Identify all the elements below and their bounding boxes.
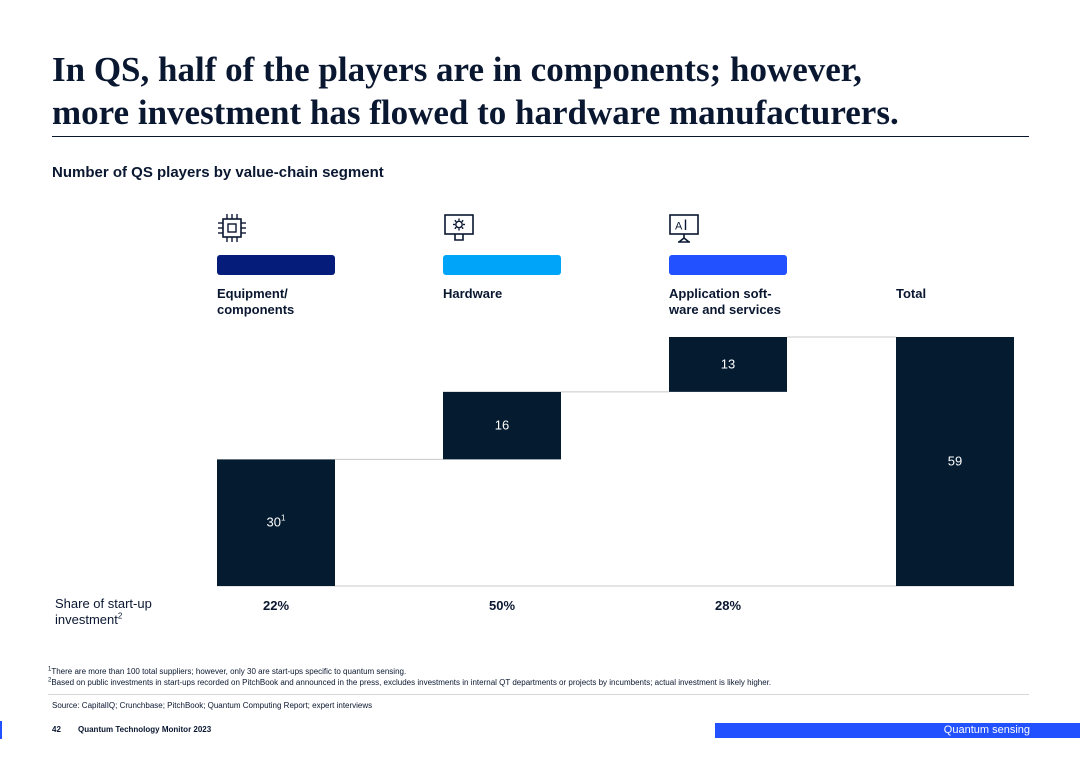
chart-subtitle: Number of QS players by value-chain segm… — [52, 164, 384, 181]
segment-label-software: Application soft- ware and services — [669, 286, 782, 317]
share-value-equipment: 22% — [262, 598, 290, 613]
segment-label-equipment: Equipment/ components — [217, 286, 295, 317]
share-label-superscript: 2 — [117, 611, 123, 621]
svg-text:A: A — [675, 221, 683, 233]
section-tag: Quantum sensing — [715, 723, 1080, 738]
segment-bar-hardware — [443, 255, 561, 275]
chip-icon — [218, 214, 246, 242]
title-divider — [52, 136, 1029, 137]
publication-name: Quantum Technology Monitor 2023 — [78, 725, 212, 734]
segment-bar-software — [669, 255, 787, 275]
bar-software — [669, 337, 787, 392]
gear-monitor-icon — [444, 214, 474, 241]
page-edge-marker — [0, 721, 2, 739]
title-line-1: In QS, half of the players are in compon… — [52, 50, 862, 89]
segment-label-total: Total — [896, 286, 927, 301]
bar-label-software: 13 — [721, 356, 735, 371]
footnote-divider — [48, 694, 1029, 695]
segment-bar-equipment — [217, 255, 335, 275]
share-of-investment-label: Share of start-up investment2 — [55, 596, 152, 627]
bar-equipment — [217, 459, 335, 586]
footnote-1: 1There are more than 100 total suppliers… — [48, 666, 407, 676]
segment-label-hardware: Hardware — [443, 286, 503, 301]
bar-label-hardware: 16 — [495, 418, 509, 433]
share-value-software: 28% — [714, 598, 742, 613]
share-value-hardware: 50% — [488, 598, 516, 613]
page-title: In QS, half of the players are in compon… — [52, 48, 1012, 134]
title-line-2: more investment has flowed to hardware m… — [52, 93, 899, 132]
bar-label-total: 59 — [948, 454, 962, 469]
bar-hardware — [443, 391, 561, 460]
page-number: 42 — [52, 725, 61, 734]
footnote-2: 2Based on public investments in start-up… — [48, 677, 772, 687]
bar-total — [896, 337, 1014, 586]
source-note: Source: CapitalIQ; Crunchbase; PitchBook… — [52, 701, 373, 710]
ai-monitor-icon: A — [669, 214, 699, 243]
